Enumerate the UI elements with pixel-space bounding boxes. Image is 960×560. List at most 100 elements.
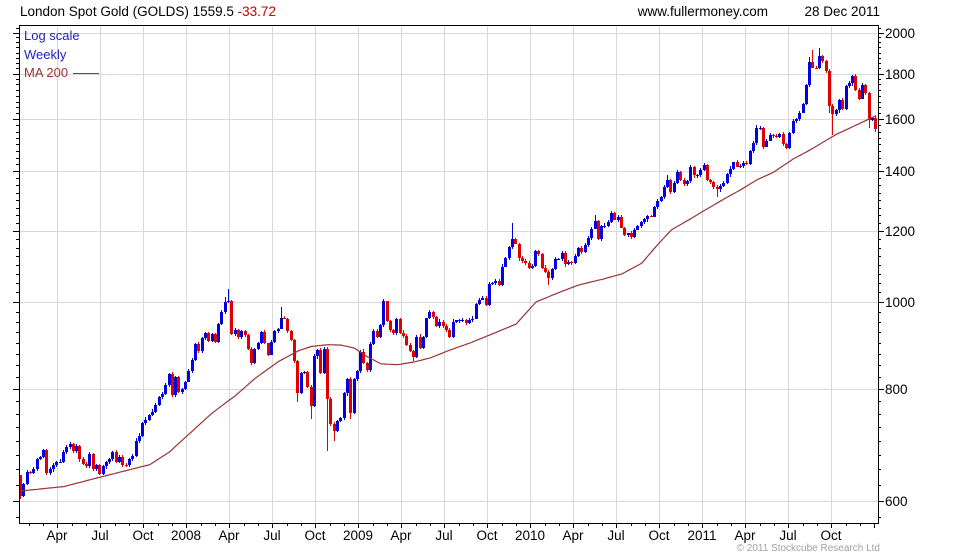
candle-body: [726, 174, 729, 183]
candle-body: [646, 216, 649, 219]
candle-body: [372, 331, 375, 344]
candle-body: [851, 76, 854, 83]
candle-body: [125, 465, 128, 466]
candle-body: [415, 337, 418, 357]
candle-body: [458, 320, 461, 321]
x-axis-label: Jul: [435, 528, 452, 543]
candle-body: [399, 319, 402, 333]
candle-body: [310, 387, 313, 406]
candle-body: [435, 317, 438, 326]
candle-body: [151, 412, 154, 415]
candle-body: [313, 356, 316, 406]
candle-body: [815, 68, 818, 69]
candle-body: [683, 180, 686, 184]
candle-body: [339, 418, 342, 421]
candle-body: [78, 446, 81, 459]
candle-body: [98, 465, 101, 474]
candle-body: [392, 330, 395, 333]
candle-body: [224, 302, 227, 312]
candle-body: [845, 86, 848, 109]
candle-body: [676, 172, 679, 183]
candle-body: [141, 423, 144, 436]
candle-body: [263, 332, 266, 343]
last-price: 1559.5: [192, 4, 234, 19]
candle-body: [286, 319, 289, 331]
candle-body: [739, 166, 742, 167]
candle-body: [511, 239, 514, 247]
candle-body: [580, 248, 583, 252]
candle-body: [732, 162, 735, 169]
candle-body: [280, 318, 283, 329]
candle-body: [65, 447, 68, 452]
x-axis-label: 2010: [515, 528, 545, 543]
candle-body: [240, 331, 243, 337]
candle-body: [36, 459, 39, 469]
candle-body: [217, 324, 220, 342]
chart-title: London Spot Gold (GOLDS): [20, 4, 189, 19]
candle-body: [848, 83, 851, 86]
candle-body: [491, 283, 494, 284]
candle-body: [508, 247, 511, 258]
candle-body: [485, 298, 488, 305]
candle-body: [105, 462, 108, 466]
candle-body: [253, 349, 256, 363]
candle-body: [379, 325, 382, 337]
candle-body: [128, 459, 131, 465]
candle-body: [679, 172, 682, 180]
x-axis-label: Apr: [562, 528, 584, 543]
candle-body: [537, 251, 540, 254]
x-axis-label: Apr: [390, 528, 412, 543]
candle-body: [359, 352, 362, 371]
candle-body: [161, 394, 164, 397]
x-axis-label: 2009: [343, 528, 373, 543]
candle-body: [818, 56, 821, 68]
candle-wick: [284, 316, 285, 319]
candle-body: [353, 379, 356, 413]
candle-wick: [60, 459, 61, 463]
candle-body: [874, 118, 877, 129]
candle-body: [663, 187, 666, 197]
candle-body: [795, 119, 798, 121]
candle-body: [247, 335, 250, 349]
candle-body: [561, 253, 564, 259]
candle-body: [316, 350, 319, 356]
candle-body: [32, 469, 35, 473]
candle-body: [425, 318, 428, 337]
candle-body: [197, 344, 200, 351]
candle-body: [524, 261, 527, 263]
x-axis-label: Apr: [218, 528, 240, 543]
candle-body: [49, 469, 52, 473]
candle-body: [445, 326, 448, 330]
candle-body: [577, 248, 580, 256]
price-change: -33.72: [237, 4, 276, 19]
candle-body: [498, 281, 501, 285]
candle-body: [590, 229, 593, 238]
candle-wick: [228, 289, 229, 303]
candle-body: [181, 389, 184, 392]
x-axis-label: Jul: [91, 528, 108, 543]
candle-body: [333, 424, 336, 431]
candle-body: [366, 363, 369, 370]
candle-body: [432, 312, 435, 317]
x-axis-label: Jul: [263, 528, 280, 543]
candle-body: [85, 464, 88, 466]
candle-body: [607, 222, 610, 226]
website-link[interactable]: www.fullermoney.com: [637, 4, 768, 19]
candle-body: [600, 226, 603, 239]
candle-body: [471, 319, 474, 320]
candle-body: [653, 207, 656, 217]
chart-header: London Spot Gold (GOLDS) 1559.5 -33.72: [20, 4, 276, 19]
y-axis-label: 800: [885, 382, 908, 397]
candle-body: [438, 322, 441, 326]
candle-body: [778, 134, 781, 137]
candle-body: [270, 342, 273, 355]
candle-body: [669, 180, 672, 192]
y-axis-label: 1600: [885, 112, 915, 127]
candle-body: [650, 216, 653, 217]
candle-body: [706, 165, 709, 180]
candle-body: [290, 331, 293, 340]
x-axis-label: Oct: [476, 528, 497, 543]
candle-body: [336, 421, 339, 431]
candle-body: [742, 163, 745, 166]
candle-body: [567, 262, 570, 264]
